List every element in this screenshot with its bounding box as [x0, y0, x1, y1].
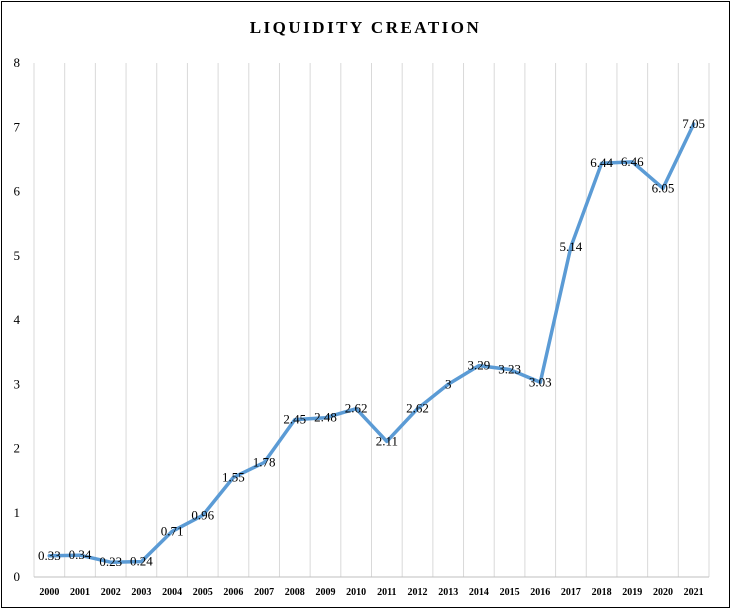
series-line: [47, 122, 696, 564]
data-label: 2.48: [314, 410, 337, 425]
y-tick-label: 4: [14, 312, 21, 327]
y-tick-label: 8: [14, 55, 21, 70]
data-label: 6.46: [621, 154, 644, 169]
x-tick-label: 2010: [346, 587, 366, 598]
x-tick-label: 2016: [530, 587, 550, 598]
data-label: 1.78: [253, 455, 276, 470]
x-tick-label: 2000: [39, 587, 59, 598]
tick-labels: 0 1 2 3 4 5 6 7 8 2000 2001 2002 2003 2004 2005 2006 200…: [14, 55, 704, 598]
y-tick-label: 6: [14, 184, 21, 199]
x-tick-label: 2017: [561, 587, 581, 598]
data-label: 2.62: [406, 401, 429, 416]
x-tick-label: 2005: [193, 587, 213, 598]
data-label: 3: [445, 376, 452, 391]
y-tick-label: 3: [14, 376, 21, 391]
data-label: 0.33: [38, 548, 61, 563]
y-tick-label: 1: [14, 505, 21, 520]
data-label: 2.11: [376, 433, 398, 448]
data-label: 3.23: [498, 361, 521, 376]
x-tick-label: 2003: [131, 587, 151, 598]
data-label: 0.24: [130, 554, 153, 569]
x-tick-label: 2004: [162, 587, 182, 598]
data-label: 1.55: [222, 469, 245, 484]
x-tick-label: 2002: [101, 587, 121, 598]
grid-lines: [33, 63, 710, 577]
data-label: 6.05: [652, 180, 675, 195]
x-tick-label: 2009: [315, 587, 335, 598]
data-label: 0.34: [69, 547, 92, 562]
series-line-group: [47, 122, 696, 564]
x-tick-label: 2007: [254, 587, 274, 598]
x-tick-label: 2020: [653, 587, 673, 598]
x-tick-label: 2015: [500, 587, 520, 598]
y-tick-label: 7: [14, 119, 21, 134]
x-tick-label: 2012: [408, 587, 428, 598]
y-tick-label: 5: [14, 248, 21, 263]
x-tick-label: 2008: [285, 587, 305, 598]
y-tick-label: 2: [14, 441, 21, 456]
data-label: 3.03: [529, 374, 552, 389]
x-tick-label: 2018: [592, 587, 612, 598]
data-label: 0.23: [99, 554, 122, 569]
data-label: 0.96: [191, 507, 214, 522]
y-tick-label: 0: [14, 569, 21, 584]
data-label: 0.71: [161, 523, 184, 538]
data-label: 6.44: [590, 155, 613, 170]
x-tick-label: 2011: [377, 587, 396, 598]
x-tick-label: 2019: [622, 587, 642, 598]
data-label: 2.45: [283, 412, 306, 427]
data-label: 2.62: [345, 401, 368, 416]
x-tick-label: 2006: [223, 587, 243, 598]
x-tick-label: 2013: [438, 587, 458, 598]
x-tick-label: 2001: [70, 587, 90, 598]
data-label: 3.29: [468, 358, 491, 373]
data-label: 5.14: [560, 239, 583, 254]
x-tick-label: 2021: [684, 587, 704, 598]
x-tick-label: 2014: [469, 587, 489, 598]
data-label: 7.05: [682, 116, 705, 131]
chart-title: LIQUIDITY CREATION: [249, 18, 482, 37]
data-labels: 0.33 0.34 0.23 0.24 0.71 0.96 1.55 1.78 2.45 2.48…: [38, 116, 705, 569]
